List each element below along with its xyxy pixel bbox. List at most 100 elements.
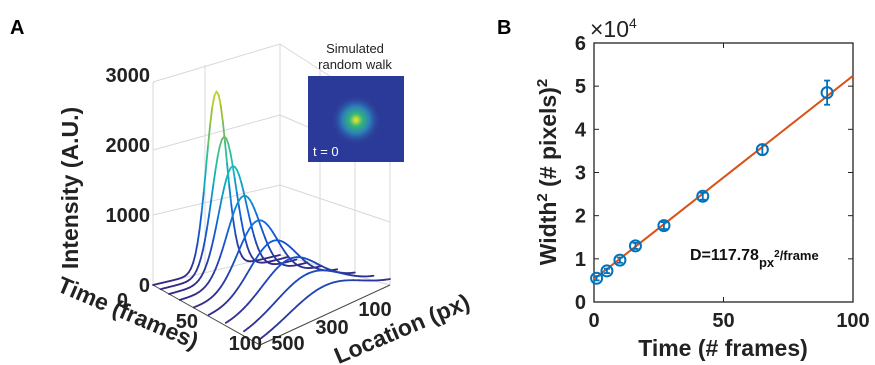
waterfall-segment [224, 140, 228, 165]
inset-time-label: t = 0 [313, 144, 339, 159]
x-tick-label: 0 [588, 310, 599, 332]
waterfall-segment [225, 171, 230, 180]
time-tick-100: 100 [229, 333, 262, 355]
waterfall-segment [227, 142, 232, 154]
waterfall-segment [218, 138, 223, 147]
waterfall-segment [201, 238, 206, 252]
waterfall-segment [233, 177, 238, 194]
waterfall-segment [197, 257, 202, 267]
waterfall-segment [198, 210, 203, 231]
exponent-label: ×104 [590, 15, 637, 42]
waterfall-segment [210, 237, 215, 249]
location-tick-300: 300 [315, 317, 348, 339]
waterfall-segment [255, 213, 260, 221]
data-point [755, 143, 769, 157]
waterfall-segment [223, 234, 228, 244]
x-tick-label: 100 [836, 310, 869, 332]
intensity-tick-0: 0 [139, 275, 150, 297]
waterfall-segment [240, 181, 245, 192]
waterfall-segment [246, 208, 251, 220]
waterfall-segment [229, 213, 234, 223]
inset-title-line1: Simulated [326, 41, 384, 56]
waterfall-segment [230, 203, 235, 223]
waterfall-segment [190, 261, 195, 270]
waterfall-segment [195, 264, 200, 272]
waterfall-segment [238, 174, 243, 184]
waterfall-segment [240, 218, 245, 232]
time-tick-0: 0 [117, 290, 128, 312]
panel-b-letter: B [497, 17, 511, 39]
waterfall-segment [228, 184, 233, 206]
waterfall-segment [212, 168, 217, 185]
time-ticks: 0 50 100 [117, 290, 262, 355]
waterfall-segment [259, 224, 264, 233]
panel-a-letter: A [10, 17, 24, 39]
y-tick-label: 1 [575, 249, 586, 271]
plot-b-ticks: 0 1 2 3 4 5 6 0 50 100 [575, 33, 870, 332]
waterfall-segment [232, 220, 237, 236]
intensity-ticks: 0 1000 2000 3000 [106, 65, 151, 297]
inset: Simulated random walk t = 0 [308, 41, 404, 162]
waterfall-segment [250, 227, 255, 237]
waterfall-segment [211, 94, 216, 109]
waterfall-segment [192, 253, 197, 264]
intensity-tick-2000: 2000 [106, 135, 151, 157]
waterfall-segment [207, 123, 212, 147]
y-tick-label: 0 [575, 292, 586, 314]
location-tick-100: 100 [358, 299, 391, 321]
waterfall-segment [244, 199, 249, 211]
waterfall-segment [221, 120, 226, 143]
waterfall-segment [214, 216, 219, 230]
waterfall-segment [221, 186, 226, 198]
data-point [600, 264, 614, 278]
waterfall-segment [238, 205, 242, 220]
waterfall-segment [206, 254, 211, 264]
waterfall-segment [232, 207, 237, 216]
waterfall-segment [219, 249, 224, 258]
y-tick-label: 3 [575, 163, 586, 185]
y-tick-label: 6 [575, 33, 586, 55]
y-tick-label: 2 [575, 206, 586, 228]
fit-line-group [593, 75, 854, 280]
waterfall-segment [255, 241, 260, 250]
waterfall-segment [227, 220, 232, 230]
waterfall-segment [208, 246, 213, 257]
waterfall-segment [194, 242, 199, 256]
time-tick-50: 50 [176, 311, 198, 333]
waterfall-segment [217, 93, 222, 107]
waterfall-segment [217, 255, 222, 264]
waterfall-segment [208, 197, 213, 215]
panel-a: A 0 1000 2000 30 [10, 17, 473, 365]
waterfall-segment [253, 207, 258, 215]
data-point [590, 271, 604, 285]
waterfall-segment [219, 104, 224, 123]
waterfall-segment [199, 249, 204, 260]
data-points [590, 79, 834, 285]
inset-blob [331, 95, 381, 145]
data-point [657, 219, 671, 233]
waterfall-segment [253, 235, 258, 244]
waterfall-segment [236, 169, 241, 177]
y-tick-label: 4 [575, 119, 587, 141]
data-point [628, 239, 642, 253]
waterfall-segment [225, 227, 230, 237]
x-tick-label: 50 [712, 310, 734, 332]
waterfall-segment [214, 155, 219, 171]
waterfall-segment [209, 106, 214, 126]
waterfall-segment [212, 227, 217, 240]
frames-axis-label: Time (# frames) [638, 335, 808, 361]
waterfall-segment [206, 212, 211, 229]
waterfall-segment [293, 258, 298, 261]
data-point [820, 86, 834, 100]
waterfall-segment [234, 233, 239, 246]
waterfall-segment [235, 250, 240, 258]
data-point [696, 189, 710, 203]
intensity-tick-1000: 1000 [106, 205, 151, 227]
waterfall-segment [223, 177, 228, 188]
waterfall-segment [225, 137, 230, 145]
waterfall-segment [196, 228, 201, 245]
panel-a-floor [152, 284, 391, 346]
inset-title-line2: random walk [318, 57, 392, 72]
waterfall-segment [229, 152, 234, 166]
